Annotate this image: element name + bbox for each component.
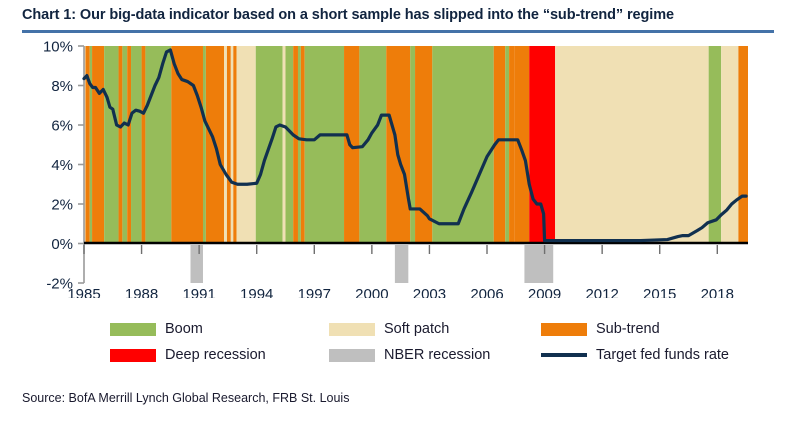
nber-recession-swatch-icon — [329, 348, 375, 362]
regime-band — [509, 46, 515, 243]
legend-item-sub-trend: Sub-trend — [541, 322, 660, 337]
regime-band — [505, 46, 510, 243]
legend-item-boom: Boom — [110, 322, 203, 337]
x-tick-label: 2018 — [701, 286, 734, 298]
regime-band — [171, 46, 203, 243]
legend-label-boom: Boom — [165, 321, 203, 337]
regime-band — [92, 46, 105, 243]
x-tick-label: 2006 — [470, 286, 503, 298]
nber-recession-bar — [394, 245, 409, 283]
regime-band — [386, 46, 411, 243]
legend-label-sub-trend: Sub-trend — [596, 321, 660, 337]
regime-band — [202, 46, 206, 243]
regime-band-group — [84, 46, 748, 243]
regime-band — [721, 46, 739, 243]
legend-label-nber-recession: NBER recession — [384, 347, 491, 363]
target-fed-funds-rate-line — [82, 48, 748, 243]
regime-band — [127, 46, 132, 243]
x-tick-label: 2015 — [643, 286, 676, 298]
x-tick-label: 1994 — [240, 286, 273, 298]
regime-band — [493, 46, 506, 243]
y-tick-label: 8% — [51, 78, 73, 95]
legend-item-soft-patch: Soft patch — [329, 322, 449, 337]
boom-swatch-icon — [110, 322, 156, 336]
x-tick-label: 1985 — [67, 286, 100, 298]
x-tick-label: 2009 — [528, 286, 561, 298]
regime-band — [236, 46, 256, 243]
y-tick-label: 2% — [51, 197, 73, 214]
nber-recession-bar — [190, 245, 203, 283]
regime-band — [297, 46, 301, 243]
chart-container: 10% 8% 6% 4% 2% 0% -2% 1985 1988 1991 1994 1997 200… — [0, 36, 788, 298]
y-tick-label: -2% — [46, 276, 73, 293]
deep-recession-swatch-icon — [110, 348, 156, 362]
x-tick-label: 2000 — [355, 286, 388, 298]
x-tick-label: 1988 — [125, 286, 158, 298]
soft-patch-swatch-icon — [329, 322, 375, 336]
regime-band — [285, 46, 294, 243]
regime-band — [514, 46, 530, 243]
x-tick-label: 2003 — [413, 286, 446, 298]
regime-band — [708, 46, 722, 243]
legend-row-2: Deep recession NBER recession Target fed… — [0, 348, 788, 370]
y-axis-labels: 10% 8% 6% 4% 2% 0% -2% — [43, 39, 73, 293]
regime-band — [233, 46, 237, 243]
legend-label-target-fed-funds-rate: Target fed funds rate — [596, 347, 729, 363]
legend-label-soft-patch: Soft patch — [384, 321, 450, 337]
nber-recession-bar — [524, 245, 554, 283]
legend-row-1: Boom Soft patch Sub-trend — [0, 322, 788, 344]
nber-recession-group — [190, 245, 554, 283]
page-title: Chart 1: Our big-data indicator based on… — [22, 7, 674, 23]
regime-band — [131, 46, 142, 243]
legend-item-target-fed-funds-rate: Target fed funds rate — [541, 348, 729, 363]
regime-band — [738, 46, 748, 243]
regime-band — [415, 46, 433, 243]
regime-band — [555, 46, 709, 243]
legend-item-nber-recession: NBER recession — [329, 348, 490, 363]
x-tick-label: 1991 — [182, 286, 215, 298]
regime-band — [85, 46, 90, 243]
y-tick-label: 10% — [43, 39, 73, 56]
fed-funds-line-icon — [541, 349, 587, 362]
regime-band — [293, 46, 298, 243]
regime-band — [141, 46, 146, 243]
regime-band — [122, 46, 128, 243]
legend-label-deep-recession: Deep recession — [165, 347, 266, 363]
fed-funds-regime-chart: 10% 8% 6% 4% 2% 0% -2% 1985 1988 1991 1994 1997 200… — [43, 39, 748, 298]
regime-band — [304, 46, 345, 243]
series-line — [82, 48, 748, 243]
regime-band — [282, 46, 286, 243]
regime-band — [226, 46, 231, 243]
y-tick-label: 0% — [51, 236, 73, 253]
regime-band — [410, 46, 416, 243]
x-tick-label: 1997 — [298, 286, 331, 298]
chart-legend: Boom Soft patch Sub-trend Deep recession… — [0, 322, 788, 374]
y-tick-label: 4% — [51, 157, 73, 174]
regime-band — [224, 46, 227, 243]
legend-item-deep-recession: Deep recession — [110, 348, 266, 363]
regime-band — [104, 46, 119, 243]
source-note: Source: BofA Merrill Lynch Global Resear… — [22, 391, 350, 405]
regime-band — [300, 46, 305, 243]
regime-band — [230, 46, 234, 243]
sub-trend-swatch-icon — [541, 322, 587, 336]
x-tick-label: 2012 — [585, 286, 618, 298]
y-axis-ticks — [78, 45, 84, 284]
y-tick-label: 6% — [51, 118, 73, 135]
x-axis-ticks — [83, 245, 718, 254]
regime-band — [118, 46, 123, 243]
title-divider — [22, 30, 774, 33]
regime-band — [89, 46, 93, 243]
x-axis-labels: 1985 1988 1991 1994 1997 2000 2003 2006 2009 2012… — [67, 286, 734, 298]
